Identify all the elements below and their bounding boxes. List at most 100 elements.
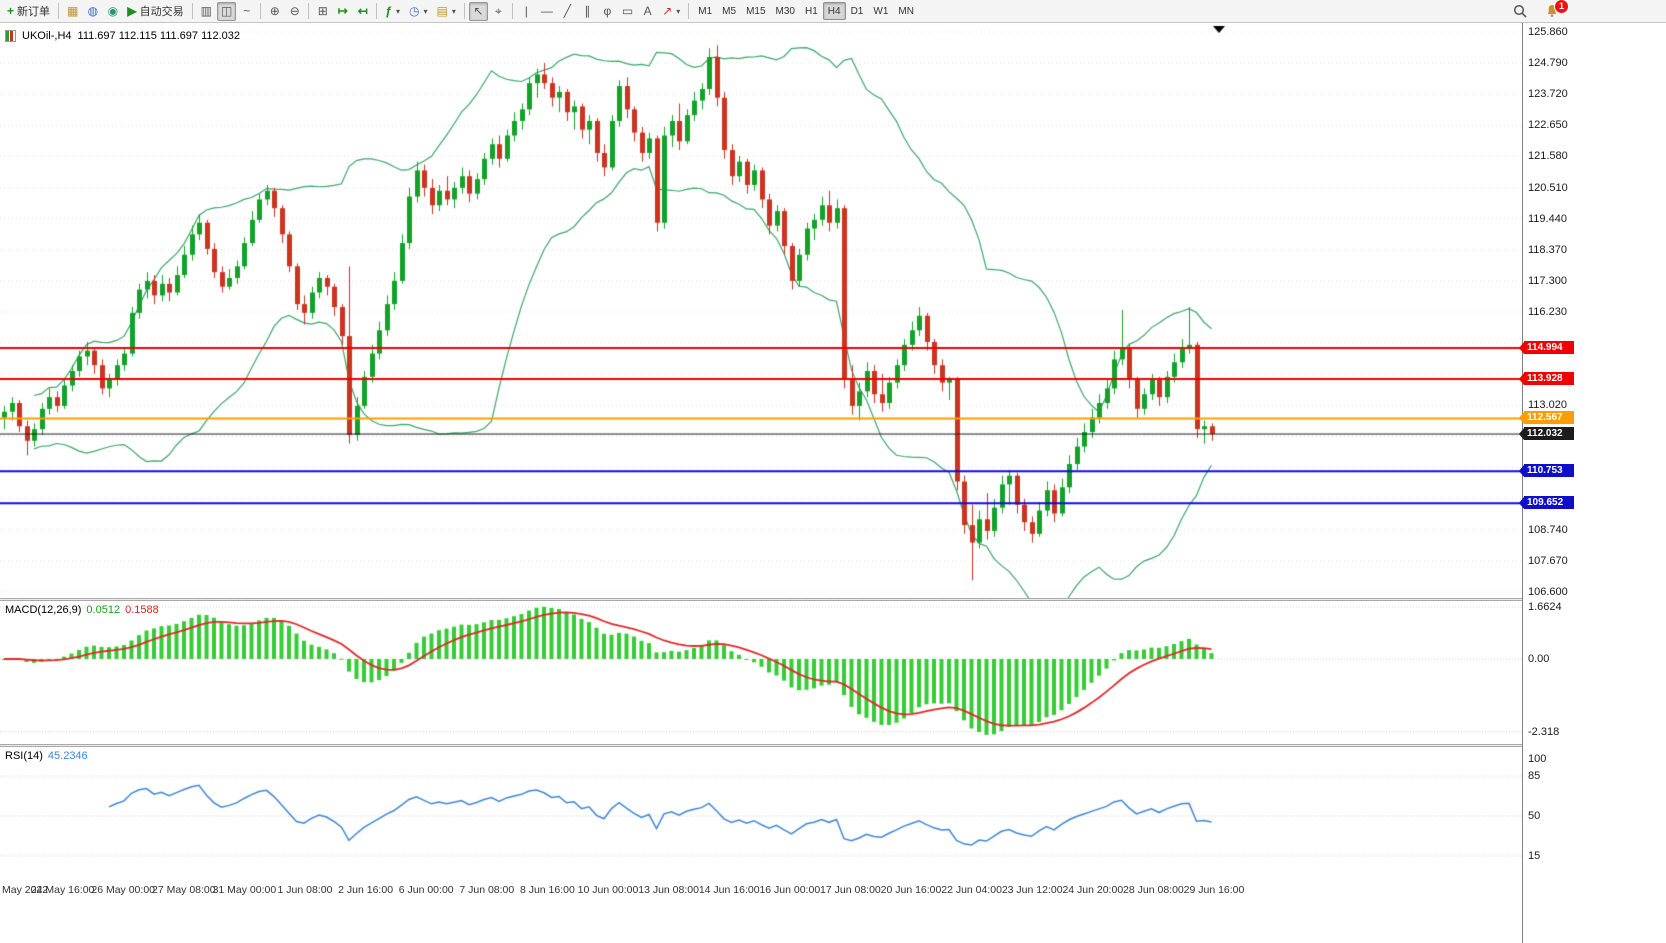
search-button[interactable] <box>1509 2 1531 21</box>
panel-splitter[interactable] <box>0 598 1666 601</box>
periods-button[interactable]: ◷ ▾ <box>405 2 432 21</box>
time-label: 24 Jun 20:00 <box>1062 884 1124 896</box>
toolbar-separator <box>376 3 378 19</box>
time-label: 20 Jun 16:00 <box>880 884 942 896</box>
tile-windows-button[interactable]: ⊞ <box>313 2 332 21</box>
time-label: 22 Jun 04:00 <box>941 884 1002 896</box>
chart-title: UKOil-,H4 111.697 112.115 111.697 112.03… <box>5 30 240 42</box>
bar-chart-icon: ▥ <box>200 4 212 18</box>
price-tick-label: 124.790 <box>1528 57 1568 70</box>
horizontal-line-button[interactable]: — <box>537 2 557 21</box>
auto-scroll-icon: ↦ <box>337 4 348 18</box>
fibonacci-button[interactable]: φ <box>598 2 617 21</box>
time-label: May 2022 <box>2 884 49 896</box>
templates-button[interactable]: ▤ ▾ <box>432 2 459 21</box>
panel-splitter[interactable] <box>0 744 1666 747</box>
auto-trading-icon: ▶ <box>127 4 137 18</box>
timeframe-button-M30[interactable]: M30 <box>771 2 800 20</box>
timeframe-button-H1[interactable]: H1 <box>800 2 823 20</box>
rsi-indicator-canvas[interactable] <box>0 747 1522 879</box>
zoom-out-icon: ⊖ <box>289 4 300 18</box>
badge-arrow-icon <box>1519 497 1524 510</box>
timeframe-button-M15[interactable]: M15 <box>741 2 770 20</box>
crosshair-button[interactable]: ⌖ <box>489 2 508 21</box>
arrows-tool-button[interactable]: ↗ ▾ <box>658 2 684 21</box>
price-tick-label: 116.230 <box>1528 305 1567 318</box>
macd-main-value: 0.0512 <box>86 604 121 616</box>
time-label: 6 Jun 00:00 <box>398 884 454 896</box>
bar-chart-button[interactable]: ▥ <box>197 2 216 21</box>
shapes-icon: ▭ <box>621 4 634 18</box>
channel-icon: ∥ <box>584 4 591 18</box>
toolbar-separator <box>191 3 193 19</box>
chart-shift-button[interactable]: ↤ <box>353 2 372 21</box>
rsi-scale-label: 85 <box>1528 770 1541 783</box>
template-icon: ▤ <box>436 4 448 18</box>
vertical-line-button[interactable]: | <box>517 2 536 21</box>
rsi-name: RSI(14) <box>5 750 43 762</box>
timeframe-button-W1[interactable]: W1 <box>868 2 893 20</box>
shapes-button[interactable]: ▭ <box>618 2 637 21</box>
cursor-icon: ↖ <box>473 4 484 18</box>
rsi-label: RSI(14) 45.2346 <box>5 750 88 762</box>
badge-arrow-icon <box>1519 412 1524 425</box>
macd-signal-value: 0.1588 <box>125 604 159 616</box>
zoom-in-button[interactable]: ⊕ <box>265 2 284 21</box>
channel-button[interactable]: ∥ <box>578 2 597 21</box>
macd-scale-label: 1.6624 <box>1528 600 1562 613</box>
data-window-icon: ◍ <box>87 4 99 18</box>
time-label: 16 Jun 00:00 <box>759 884 821 896</box>
time-label: 27 May 08:00 <box>151 884 216 896</box>
new-order-icon: + <box>7 4 15 18</box>
market-watch-button[interactable]: ▦ <box>63 2 82 21</box>
line-chart-icon: ~ <box>243 4 251 18</box>
indicators-icon: ƒ <box>385 4 392 18</box>
price-tick-label: 125.860 <box>1528 26 1568 38</box>
price-level-badge: 109.652 <box>1519 496 1574 510</box>
timeframe-button-MN[interactable]: MN <box>893 2 919 20</box>
badge-arrow-icon <box>1519 341 1524 354</box>
price-level-badge: 114.994 <box>1519 340 1574 354</box>
auto-trading-label: 自动交易 <box>139 6 184 18</box>
timeframe-button-D1[interactable]: D1 <box>846 2 869 20</box>
line-chart-button[interactable]: ~ <box>237 2 256 21</box>
trendline-button[interactable]: ╱ <box>558 2 577 21</box>
price-tick-label: 106.600 <box>1528 585 1568 598</box>
price-scale[interactable]: 125.860 124.790 123.720 122.650 121.580 120.5… <box>1519 23 1666 943</box>
time-axis[interactable]: May 2022 24 May 16:00 26 May 00:00 27 May 0… <box>0 879 1522 901</box>
time-label: 23 Jun 12:00 <box>1001 884 1063 896</box>
search-icon <box>1513 4 1527 18</box>
price-chart-canvas[interactable] <box>0 23 1522 598</box>
zoom-out-button[interactable]: ⊖ <box>285 2 304 21</box>
auto-scroll-button[interactable]: ↦ <box>333 2 352 21</box>
ohlc-values: 111.697 112.115 111.697 112.032 <box>77 30 241 42</box>
time-label: 2 Jun 16:00 <box>338 884 394 896</box>
data-window-button[interactable]: ◍ <box>83 2 102 21</box>
timeframe-button-M1[interactable]: M1 <box>693 2 717 20</box>
time-label: 28 Jun 08:00 <box>1123 884 1184 896</box>
notifications-button[interactable]: 1 <box>1541 0 1569 21</box>
badge-arrow-icon <box>1519 465 1524 478</box>
timeframe-button-H4[interactable]: H4 <box>822 2 846 20</box>
crosshair-icon: ⌖ <box>494 4 502 18</box>
text-tool-button[interactable]: A <box>638 2 657 21</box>
auto-trading-button[interactable]: ▶ 自动交易 <box>123 2 187 21</box>
price-level-badge: 113.928 <box>1519 371 1574 385</box>
navigator-button[interactable]: ◉ <box>103 2 122 21</box>
candlestick-chart-button[interactable]: ◫ <box>216 1 237 21</box>
cursor-button[interactable]: ↖ <box>468 1 488 21</box>
macd-indicator-canvas[interactable] <box>0 601 1522 744</box>
text-tool-icon: A <box>643 4 652 18</box>
rsi-scale-label: 50 <box>1528 810 1541 822</box>
time-label: 1 Jun 08:00 <box>277 884 333 896</box>
toolbar-separator <box>463 3 465 19</box>
price-tick-label: 119.440 <box>1528 212 1567 225</box>
timeframe-button-M5[interactable]: M5 <box>717 2 741 20</box>
time-label: 14 Jun 16:00 <box>698 884 760 896</box>
price-tick-label: 117.300 <box>1528 274 1567 287</box>
new-order-button[interactable]: + 新订单 <box>3 2 54 21</box>
rsi-value: 45.2346 <box>47 750 88 762</box>
time-label: 8 Jun 16:00 <box>519 884 575 896</box>
indicators-button[interactable]: ƒ ▾ <box>381 2 404 21</box>
price-level-badge: 112.032 <box>1519 427 1574 441</box>
